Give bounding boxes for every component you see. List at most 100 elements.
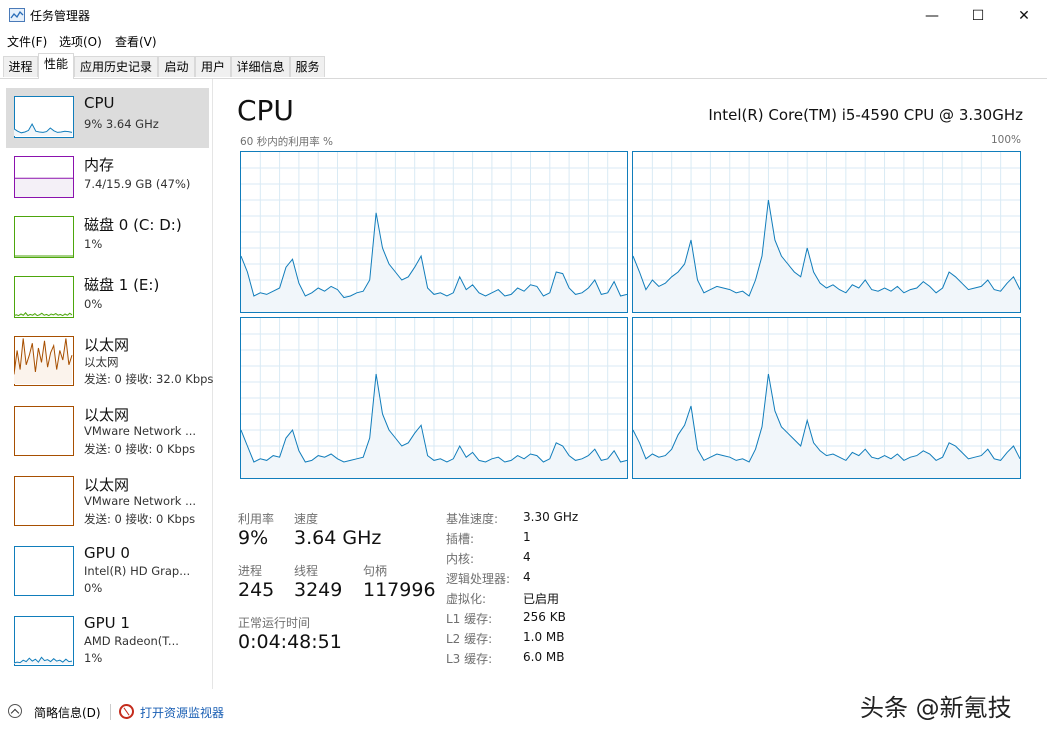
speed-label: 速度 xyxy=(294,512,319,526)
close-button[interactable]: ✕ xyxy=(1018,7,1030,24)
window-title: 任务管理器 xyxy=(30,9,91,23)
sidebar-item-detail: VMware Network ... xyxy=(84,494,197,508)
sidebar-item-disk1[interactable]: 磁盘 1 (E:) 0% xyxy=(6,268,209,328)
spec-label: 虚拟化: xyxy=(446,592,487,606)
spec-label: L1 缓存: xyxy=(446,612,493,626)
spec-label: L2 缓存: xyxy=(446,632,493,646)
sidebar-item-disk0[interactable]: 磁盘 0 (C: D:) 1% xyxy=(6,208,209,268)
memory-thumbnail xyxy=(14,156,74,198)
core-usage-line xyxy=(633,373,1020,463)
spec-label: L3 缓存: xyxy=(446,652,493,666)
thumb-frame xyxy=(14,406,74,456)
cpu-thumbnail xyxy=(14,96,74,138)
spec-label: 逻辑处理器: xyxy=(446,572,511,586)
open-resource-monitor-link[interactable]: 打开资源监视器 xyxy=(140,706,225,720)
vmware1-thumbnail xyxy=(14,406,74,456)
thumb-frame xyxy=(14,476,74,526)
menu-view[interactable]: 查看(V) xyxy=(115,35,157,49)
fewer-details-button[interactable]: 简略信息(D) xyxy=(34,706,101,720)
task-manager-icon xyxy=(9,8,25,22)
footer: 简略信息(D) 打开资源监视器 xyxy=(0,692,1047,736)
sidebar-item-gpu1[interactable]: GPU 1 AMD Radeon(T... 1% xyxy=(6,608,209,674)
tab-users[interactable]: 用户 xyxy=(195,56,231,77)
memory-area xyxy=(15,178,73,197)
spec-value: 4 xyxy=(523,550,531,564)
core-graph-3 xyxy=(632,317,1021,479)
core-graph-0 xyxy=(240,151,628,313)
spec-label: 内核: xyxy=(446,552,475,566)
sidebar-item-title: CPU xyxy=(84,94,115,112)
menu-options[interactable]: 选项(O) xyxy=(59,35,102,49)
utilization-value: 9% xyxy=(238,527,269,549)
core-usage-area xyxy=(241,212,627,312)
thumb-usage-line xyxy=(14,122,73,134)
sidebar-item-title: 磁盘 1 (E:) xyxy=(84,276,160,294)
graph-max-label: 100% xyxy=(990,134,1021,146)
thumb-usage-line xyxy=(14,656,73,664)
menu-bar: 文件(F) 选项(O) 查看(V) xyxy=(0,31,1047,51)
vmware2-thumbnail xyxy=(14,476,74,526)
sidebar-item-usage: 1% xyxy=(84,651,103,665)
spec-label: 插槽: xyxy=(446,532,475,546)
watermark: 头条 @新氪技 xyxy=(860,694,1012,722)
thumb-frame xyxy=(14,616,74,666)
sidebar-item-memory[interactable]: 内存 7.4/15.9 GB (47%) xyxy=(6,148,209,208)
thumb-frame xyxy=(14,546,74,596)
spec-value: 6.0 MB xyxy=(523,650,565,664)
tab-startup[interactable]: 启动 xyxy=(158,56,195,77)
sidebar-item-gpu0[interactable]: GPU 0 Intel(R) HD Grap... 0% xyxy=(6,538,209,604)
threads-label: 线程 xyxy=(294,564,319,578)
sidebar-item-detail: 9% 3.64 GHz xyxy=(84,117,159,131)
thumb-frame xyxy=(14,276,74,318)
thumb-frame xyxy=(14,96,74,138)
footer-divider xyxy=(110,704,111,720)
core-usage-line xyxy=(633,199,1020,297)
tab-performance[interactable]: 性能 xyxy=(38,53,74,79)
tab-processes[interactable]: 进程 xyxy=(3,56,38,77)
collapse-icon[interactable] xyxy=(8,704,22,718)
spec-value: 已启用 xyxy=(523,592,560,606)
thumb-usage-line xyxy=(14,338,73,375)
disk1-thumbnail xyxy=(14,276,74,318)
tab-services[interactable]: 服务 xyxy=(290,56,325,77)
sidebar-item-title: 以太网 xyxy=(84,336,130,354)
processes-label: 进程 xyxy=(238,564,263,578)
sidebar-item-vmware-2[interactable]: 以太网 VMware Network ... 发送: 0 接收: 0 Kbps xyxy=(6,468,209,534)
tab-app-history[interactable]: 应用历史记录 xyxy=(74,56,158,77)
sidebar-item-cpu[interactable]: CPU 9% 3.64 GHz xyxy=(6,88,209,148)
thumb-usage-area xyxy=(14,124,72,136)
sidebar-item-title: 内存 xyxy=(84,156,115,174)
sidebar-item-ethernet[interactable]: 以太网 以太网 发送: 0 接收: 32.0 Kbps xyxy=(6,328,213,394)
page-title: CPU xyxy=(237,94,294,127)
gpu1-thumbnail xyxy=(14,616,74,666)
utilization-label: 利用率 xyxy=(238,512,275,526)
core-usage-line xyxy=(241,212,627,299)
core-usage-area xyxy=(633,200,1020,312)
core-graph-1 xyxy=(632,151,1021,313)
resource-monitor-icon[interactable] xyxy=(119,704,134,719)
spec-value: 1 xyxy=(523,530,531,544)
thumb-usage-line xyxy=(14,312,73,317)
spec-value: 4 xyxy=(523,570,531,584)
sidebar-item-vmware-1[interactable]: 以太网 VMware Network ... 发送: 0 接收: 0 Kbps xyxy=(6,398,209,464)
sidebar-item-detail: 7.4/15.9 GB (47%) xyxy=(84,177,191,191)
sidebar-item-title: 以太网 xyxy=(84,476,130,494)
sidebar-item-detail: Intel(R) HD Grap... xyxy=(84,564,191,578)
sidebar-item-throughput: 发送: 0 接收: 0 Kbps xyxy=(84,512,196,526)
core-usage-area xyxy=(241,374,627,478)
tab-details[interactable]: 详细信息 xyxy=(231,56,290,77)
spec-value: 1.0 MB xyxy=(523,630,565,644)
sidebar-item-title: GPU 0 xyxy=(84,544,130,562)
cpu-model-name: Intel(R) Core(TM) i5-4590 CPU @ 3.30GHz xyxy=(708,106,1023,124)
menu-file[interactable]: 文件(F) xyxy=(7,35,48,49)
uptime-label: 正常运行时间 xyxy=(238,616,311,630)
thumb-frame xyxy=(14,216,74,258)
maximize-button[interactable]: ☐ xyxy=(971,7,985,24)
processes-value: 245 xyxy=(238,579,275,601)
minimize-button[interactable]: — xyxy=(925,7,939,24)
gpu0-thumbnail xyxy=(14,546,74,596)
sidebar-item-title: GPU 1 xyxy=(84,614,130,632)
sidebar-item-throughput: 发送: 0 接收: 32.0 Kbps xyxy=(84,372,214,386)
sidebar-item-detail: 0% xyxy=(84,297,103,311)
spec-value: 3.30 GHz xyxy=(523,510,579,524)
